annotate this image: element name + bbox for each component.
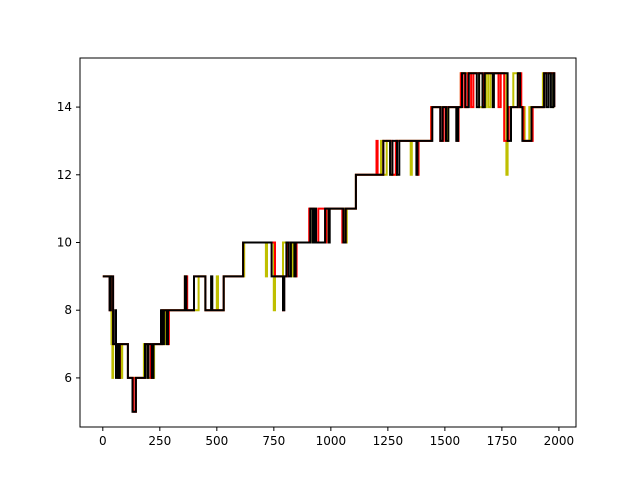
y-tick-label: 8 <box>64 303 72 317</box>
x-tick-label: 1250 <box>373 434 404 448</box>
x-tick-label: 0 <box>99 434 107 448</box>
x-tick-label: 750 <box>262 434 285 448</box>
x-axis: 0 250 500 750 1000 1250 1500 1750 2000 <box>99 427 574 448</box>
series-layer <box>102 72 556 413</box>
x-tick-label: 500 <box>205 434 228 448</box>
x-tick-label: 1500 <box>430 434 461 448</box>
x-tick-label: 2000 <box>544 434 575 448</box>
y-tick-label: 10 <box>57 236 72 250</box>
x-tick-label: 250 <box>148 434 171 448</box>
x-tick-label: 1000 <box>316 434 347 448</box>
x-tick-label: 1750 <box>487 434 518 448</box>
y-axis: 6 8 10 12 14 <box>57 100 80 385</box>
y-tick-label: 12 <box>57 168 72 182</box>
series-line-0 <box>102 72 555 379</box>
series-line-2 <box>102 72 556 413</box>
y-tick-label: 14 <box>57 100 72 114</box>
y-tick-label: 6 <box>64 371 72 385</box>
